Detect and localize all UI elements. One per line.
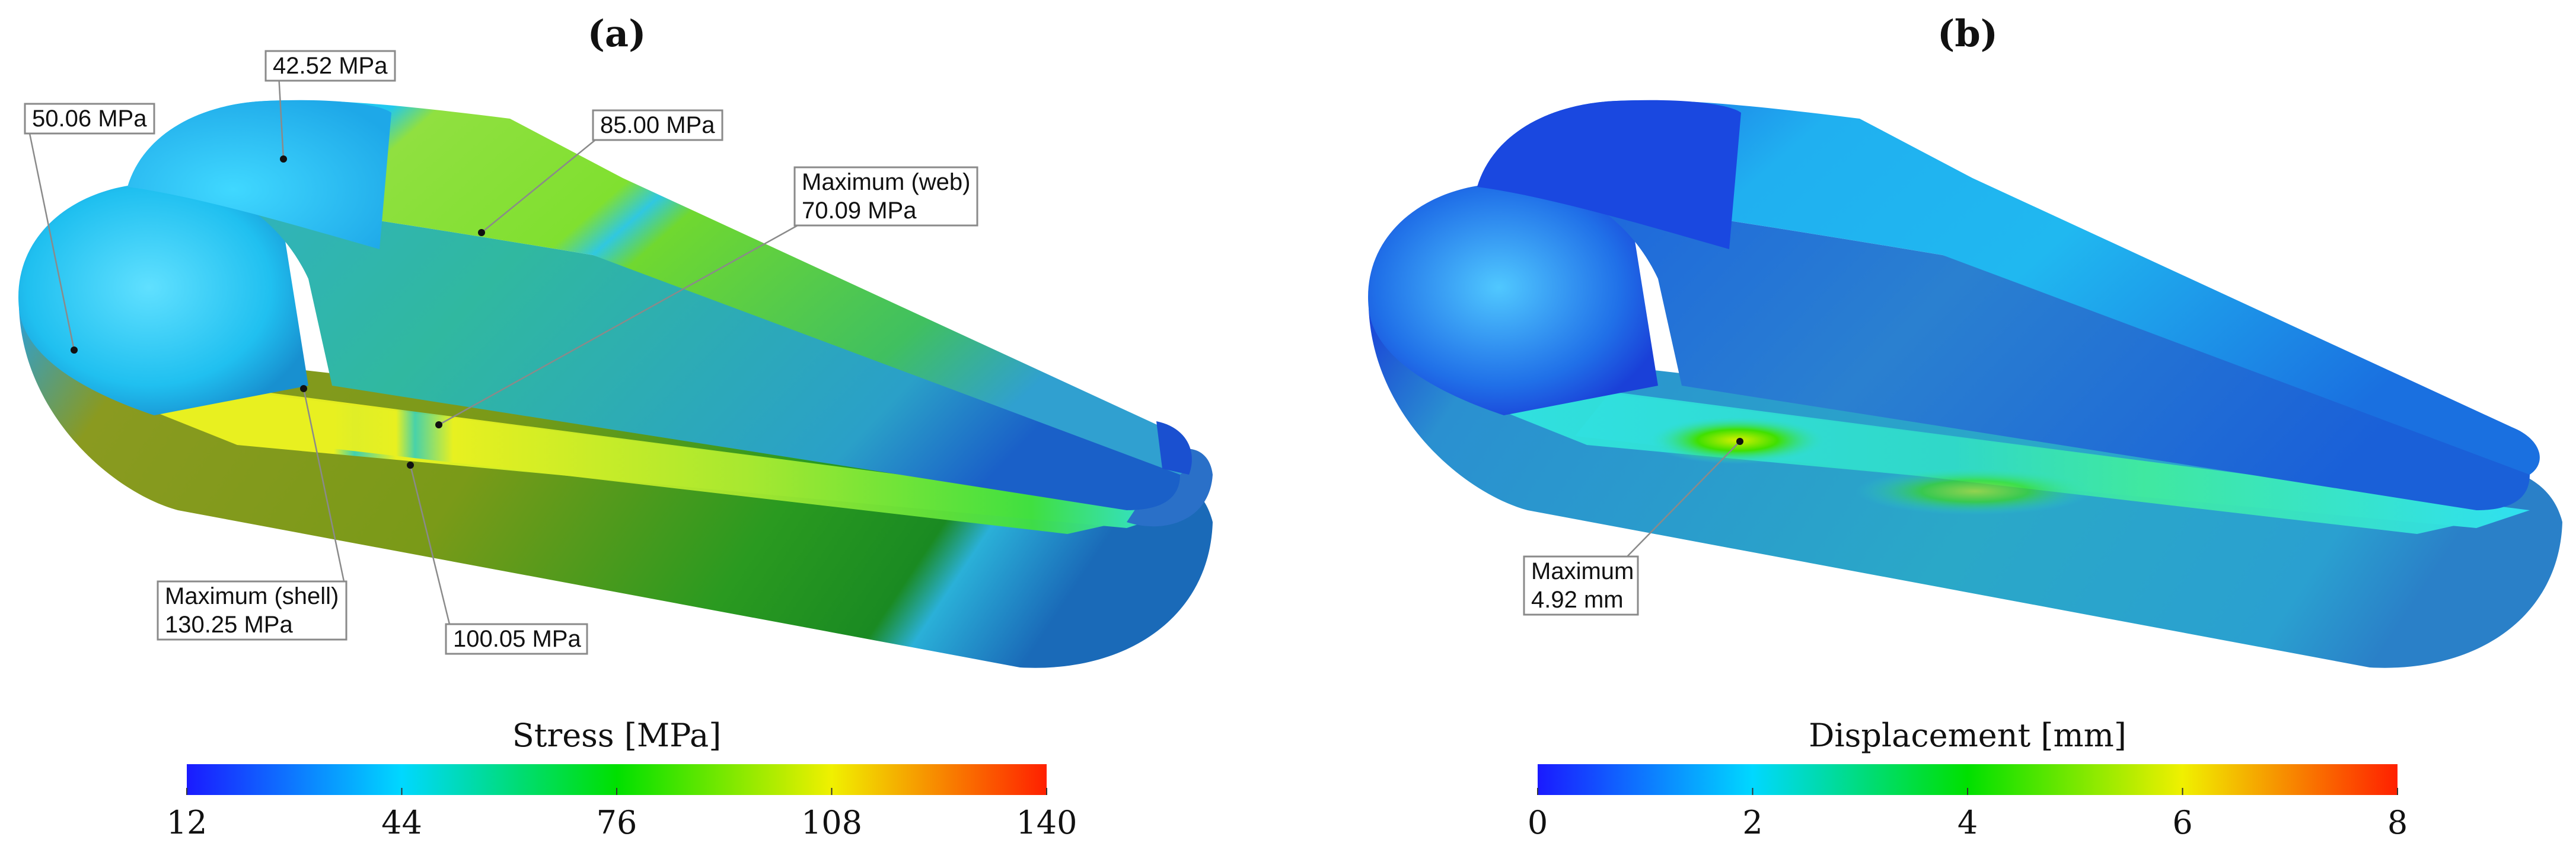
- colorbar-b-title: Displacement [mm]: [1809, 717, 2127, 754]
- annotation-a4: Maximum (web) 70.09 MPa: [435, 166, 978, 428]
- top-flange: [127, 100, 1190, 475]
- colorbar-a-ticks: [186, 788, 1047, 795]
- svg-text:Maximum (web): Maximum (web): [802, 169, 970, 195]
- top-cap: [1477, 100, 1741, 249]
- tick-label: 8: [2387, 804, 2408, 841]
- svg-text:100.05 MPa: 100.05 MPa: [453, 626, 581, 652]
- svg-text:Maximum: Maximum: [1531, 558, 1634, 584]
- top-cap: [127, 100, 391, 249]
- tick-label: 0: [1528, 804, 1548, 841]
- svg-text:85.00 MPa: 85.00 MPa: [600, 112, 715, 138]
- panel-a: (a) 42.52 MPa: [18, 12, 1213, 841]
- annotation-a5: Maximum (shell) 130.25 MPa: [157, 385, 347, 641]
- svg-text:50.06 MPa: 50.06 MPa: [32, 106, 147, 132]
- top-flange: [1477, 100, 2540, 475]
- web: [1477, 181, 2530, 510]
- tick-label: 4: [1957, 804, 1978, 841]
- tick-label: 76: [597, 804, 637, 841]
- panel-b: (b) Maximum 4.92 mm: [1368, 12, 2562, 841]
- svg-text:130.25 MPa: 130.25 MPa: [165, 612, 293, 638]
- tick-label: 12: [167, 804, 208, 841]
- colorbar-b: Displacement [mm] 0 2 4 6 8: [1528, 717, 2408, 841]
- annotation-a3: 85.00 MPa: [478, 109, 723, 236]
- tick-label: 140: [1016, 804, 1077, 841]
- displacement-model: [1368, 100, 2562, 668]
- panel-a-title: (a): [588, 12, 646, 55]
- left-cap: [18, 183, 308, 415]
- svg-text:42.52 MPa: 42.52 MPa: [273, 53, 388, 79]
- colorbar-b-ticks: [1537, 788, 2398, 795]
- stress-model: [18, 100, 1213, 668]
- tick-label: 108: [801, 804, 862, 841]
- outer-shell: [19, 309, 1213, 668]
- svg-text:4.92 mm: 4.92 mm: [1531, 587, 1624, 613]
- colorbar-a-title: Stress [MPa]: [512, 717, 722, 754]
- annotation-a6: 100.05 MPa: [407, 462, 588, 655]
- colorbar-a: Stress [MPa] 12 44 76 108 140: [167, 717, 1077, 841]
- annotation-a1: 42.52 MPa: [264, 50, 396, 163]
- left-cap: [1368, 183, 1658, 415]
- svg-text:Maximum (shell): Maximum (shell): [165, 583, 339, 609]
- tick-label: 2: [1742, 804, 1762, 841]
- tick-label: 6: [2172, 804, 2192, 841]
- web: [127, 181, 1180, 510]
- svg-text:70.09 MPa: 70.09 MPa: [802, 198, 917, 224]
- annotation-b1: Maximum 4.92 mm: [1523, 438, 1743, 616]
- panel-b-title: (b): [1937, 12, 1998, 55]
- annotation-a2: 50.06 MPa: [24, 103, 155, 354]
- tick-label: 44: [381, 804, 422, 841]
